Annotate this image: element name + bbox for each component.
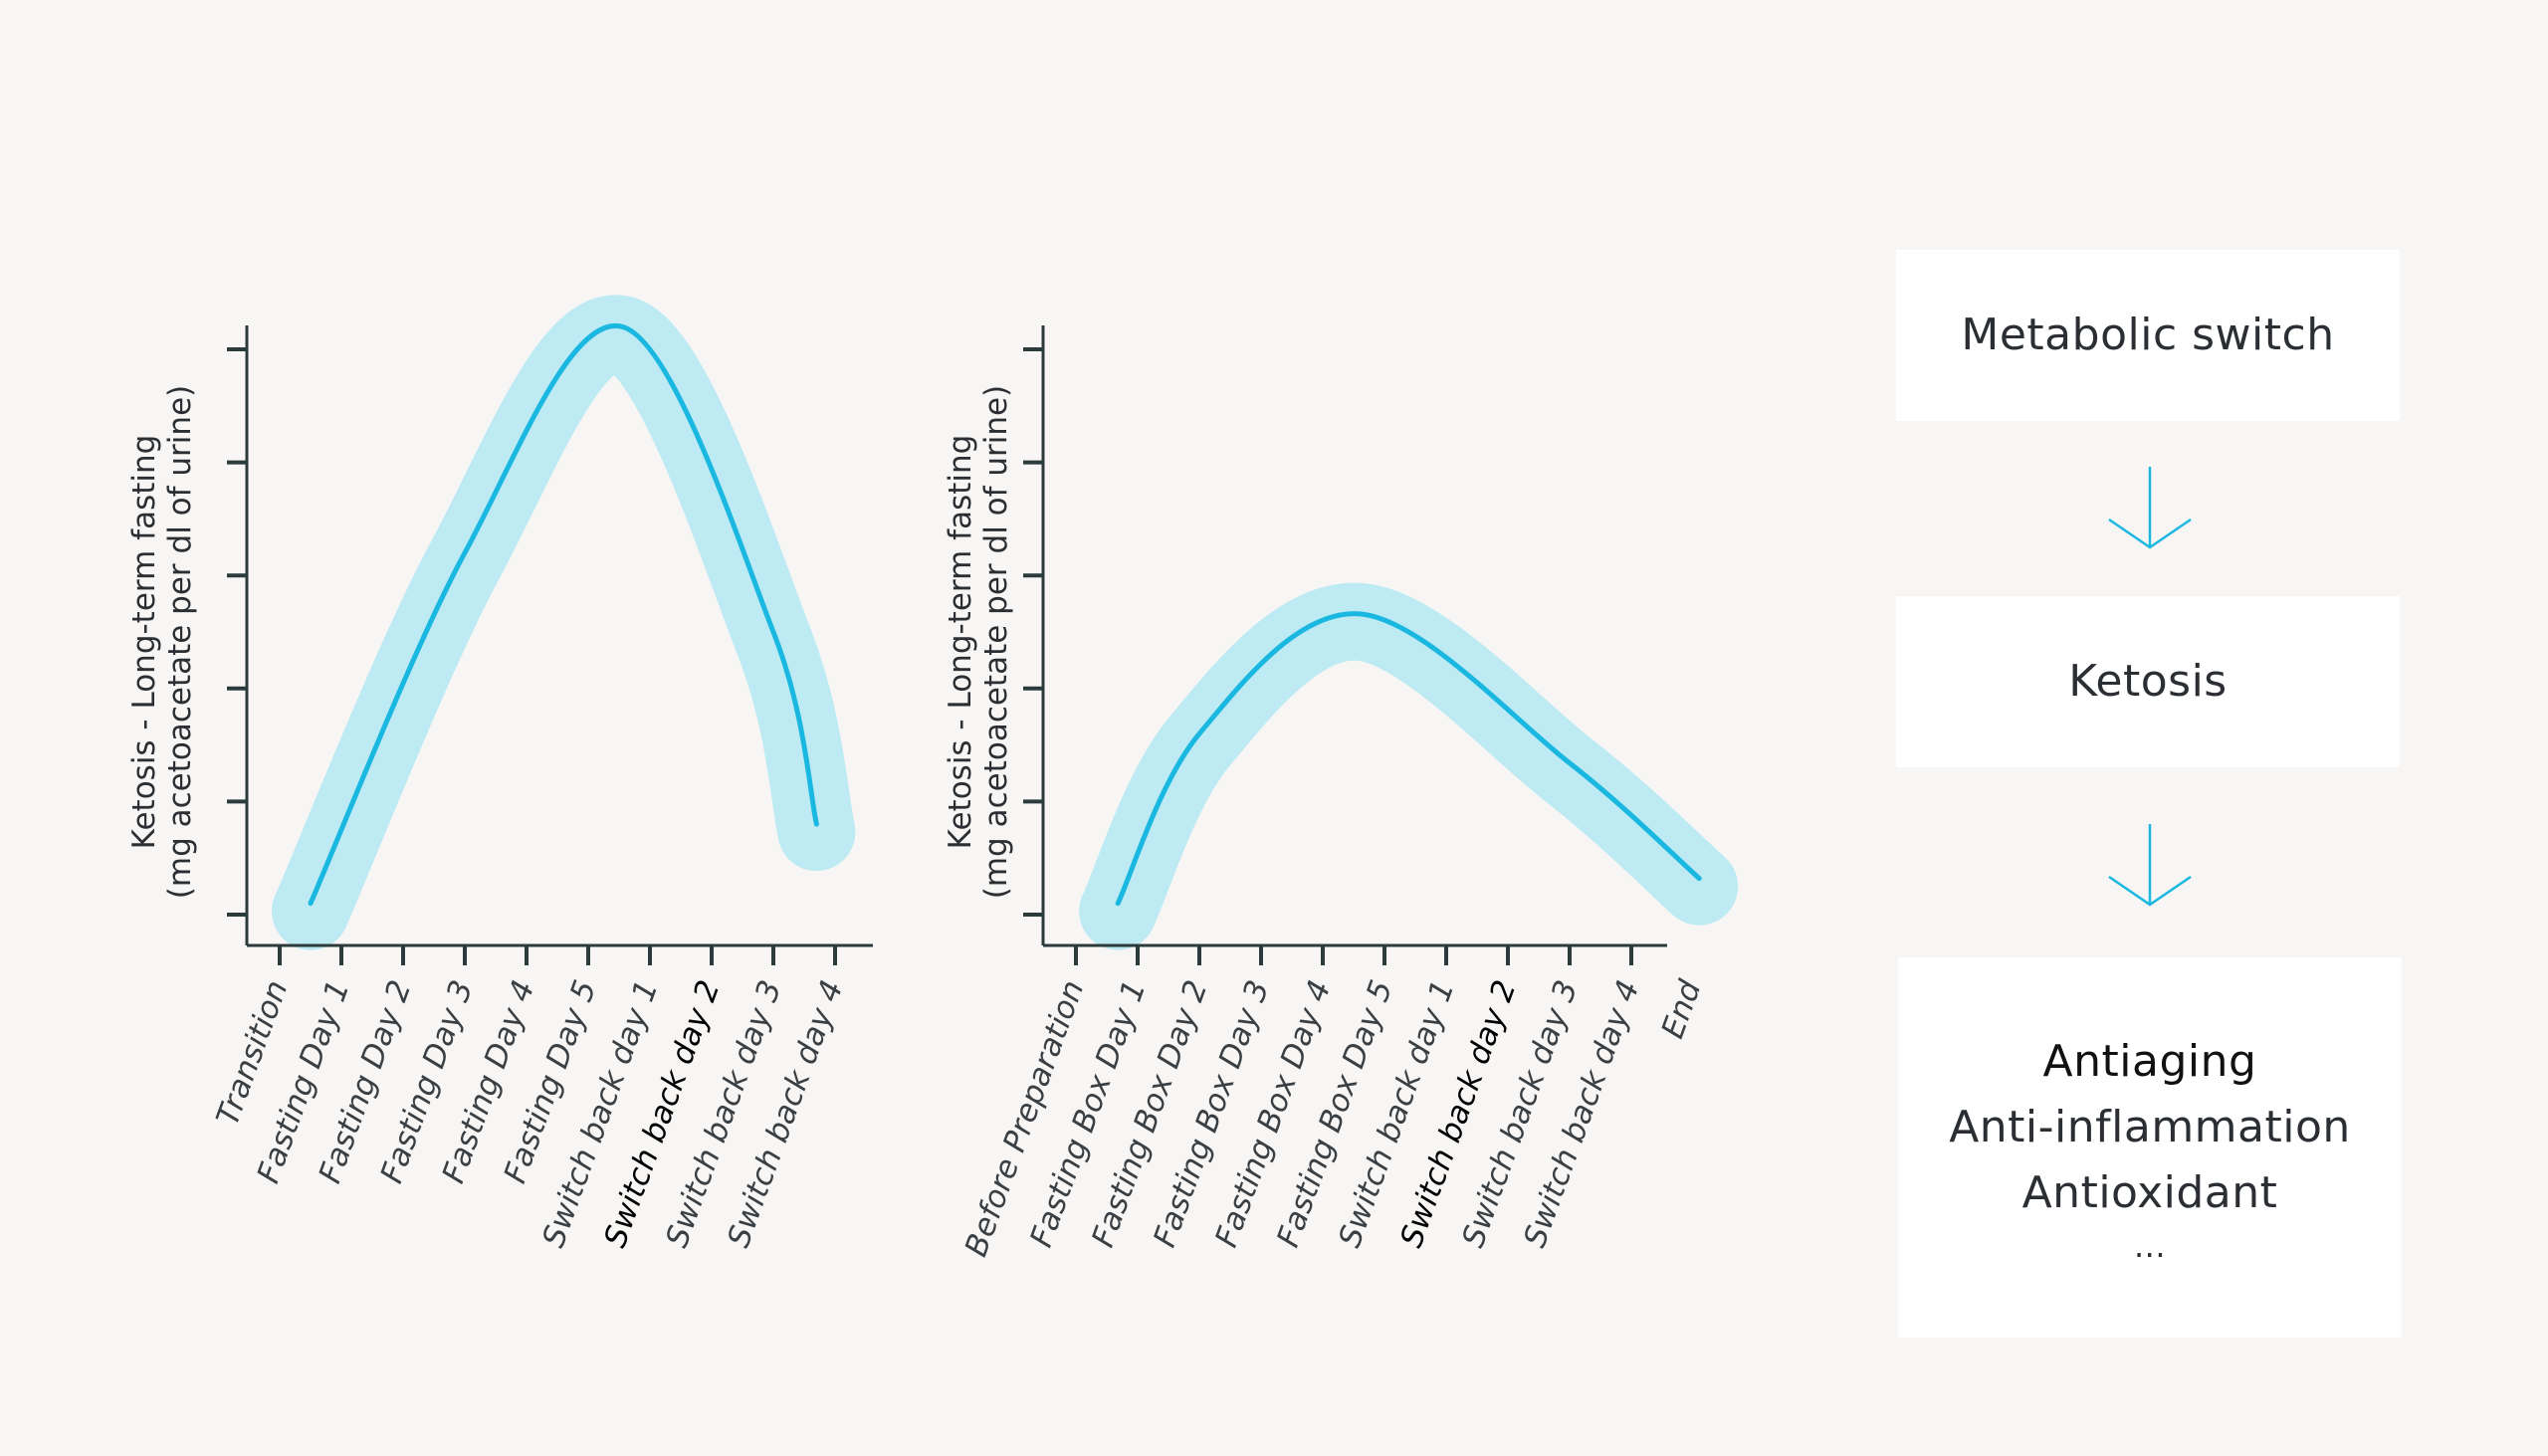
- arrow-down-icon: [2108, 824, 2192, 907]
- series-line: [1115, 611, 1702, 907]
- confidence-band: [1079, 582, 1739, 950]
- benefit-antioxidant: Antioxidant: [2021, 1167, 2278, 1218]
- flow-step-label: Ketosis: [2068, 656, 2228, 707]
- y-axis-label: (mg acetoacetate per dl of urine): [978, 385, 1014, 899]
- confidence-band: [272, 295, 856, 950]
- y-axis-label: Ketosis - Long-term fasting: [126, 435, 162, 850]
- benefit-antiaging: Antiaging: [2042, 1036, 2257, 1087]
- arrow-down-icon: [2108, 467, 2192, 549]
- flow-step-ketosis: Ketosis: [1896, 596, 2400, 767]
- x-end-label: End: [1655, 975, 1709, 1043]
- benefit-more: ...: [2133, 1227, 2166, 1265]
- flow-step-benefits: Antiaging Anti-inflammation Antioxidant …: [1898, 957, 2402, 1338]
- y-axis-label: Ketosis - Long-term fasting: [943, 435, 978, 850]
- y-axis-label: (mg acetoacetate per dl of urine): [162, 385, 198, 899]
- flow-step-metabolic-switch: Metabolic switch: [1896, 250, 2400, 421]
- flow-step-label: Metabolic switch: [1961, 310, 2335, 360]
- benefit-anti-inflammation: Anti-inflammation: [1949, 1102, 2351, 1152]
- series-line: [308, 323, 819, 907]
